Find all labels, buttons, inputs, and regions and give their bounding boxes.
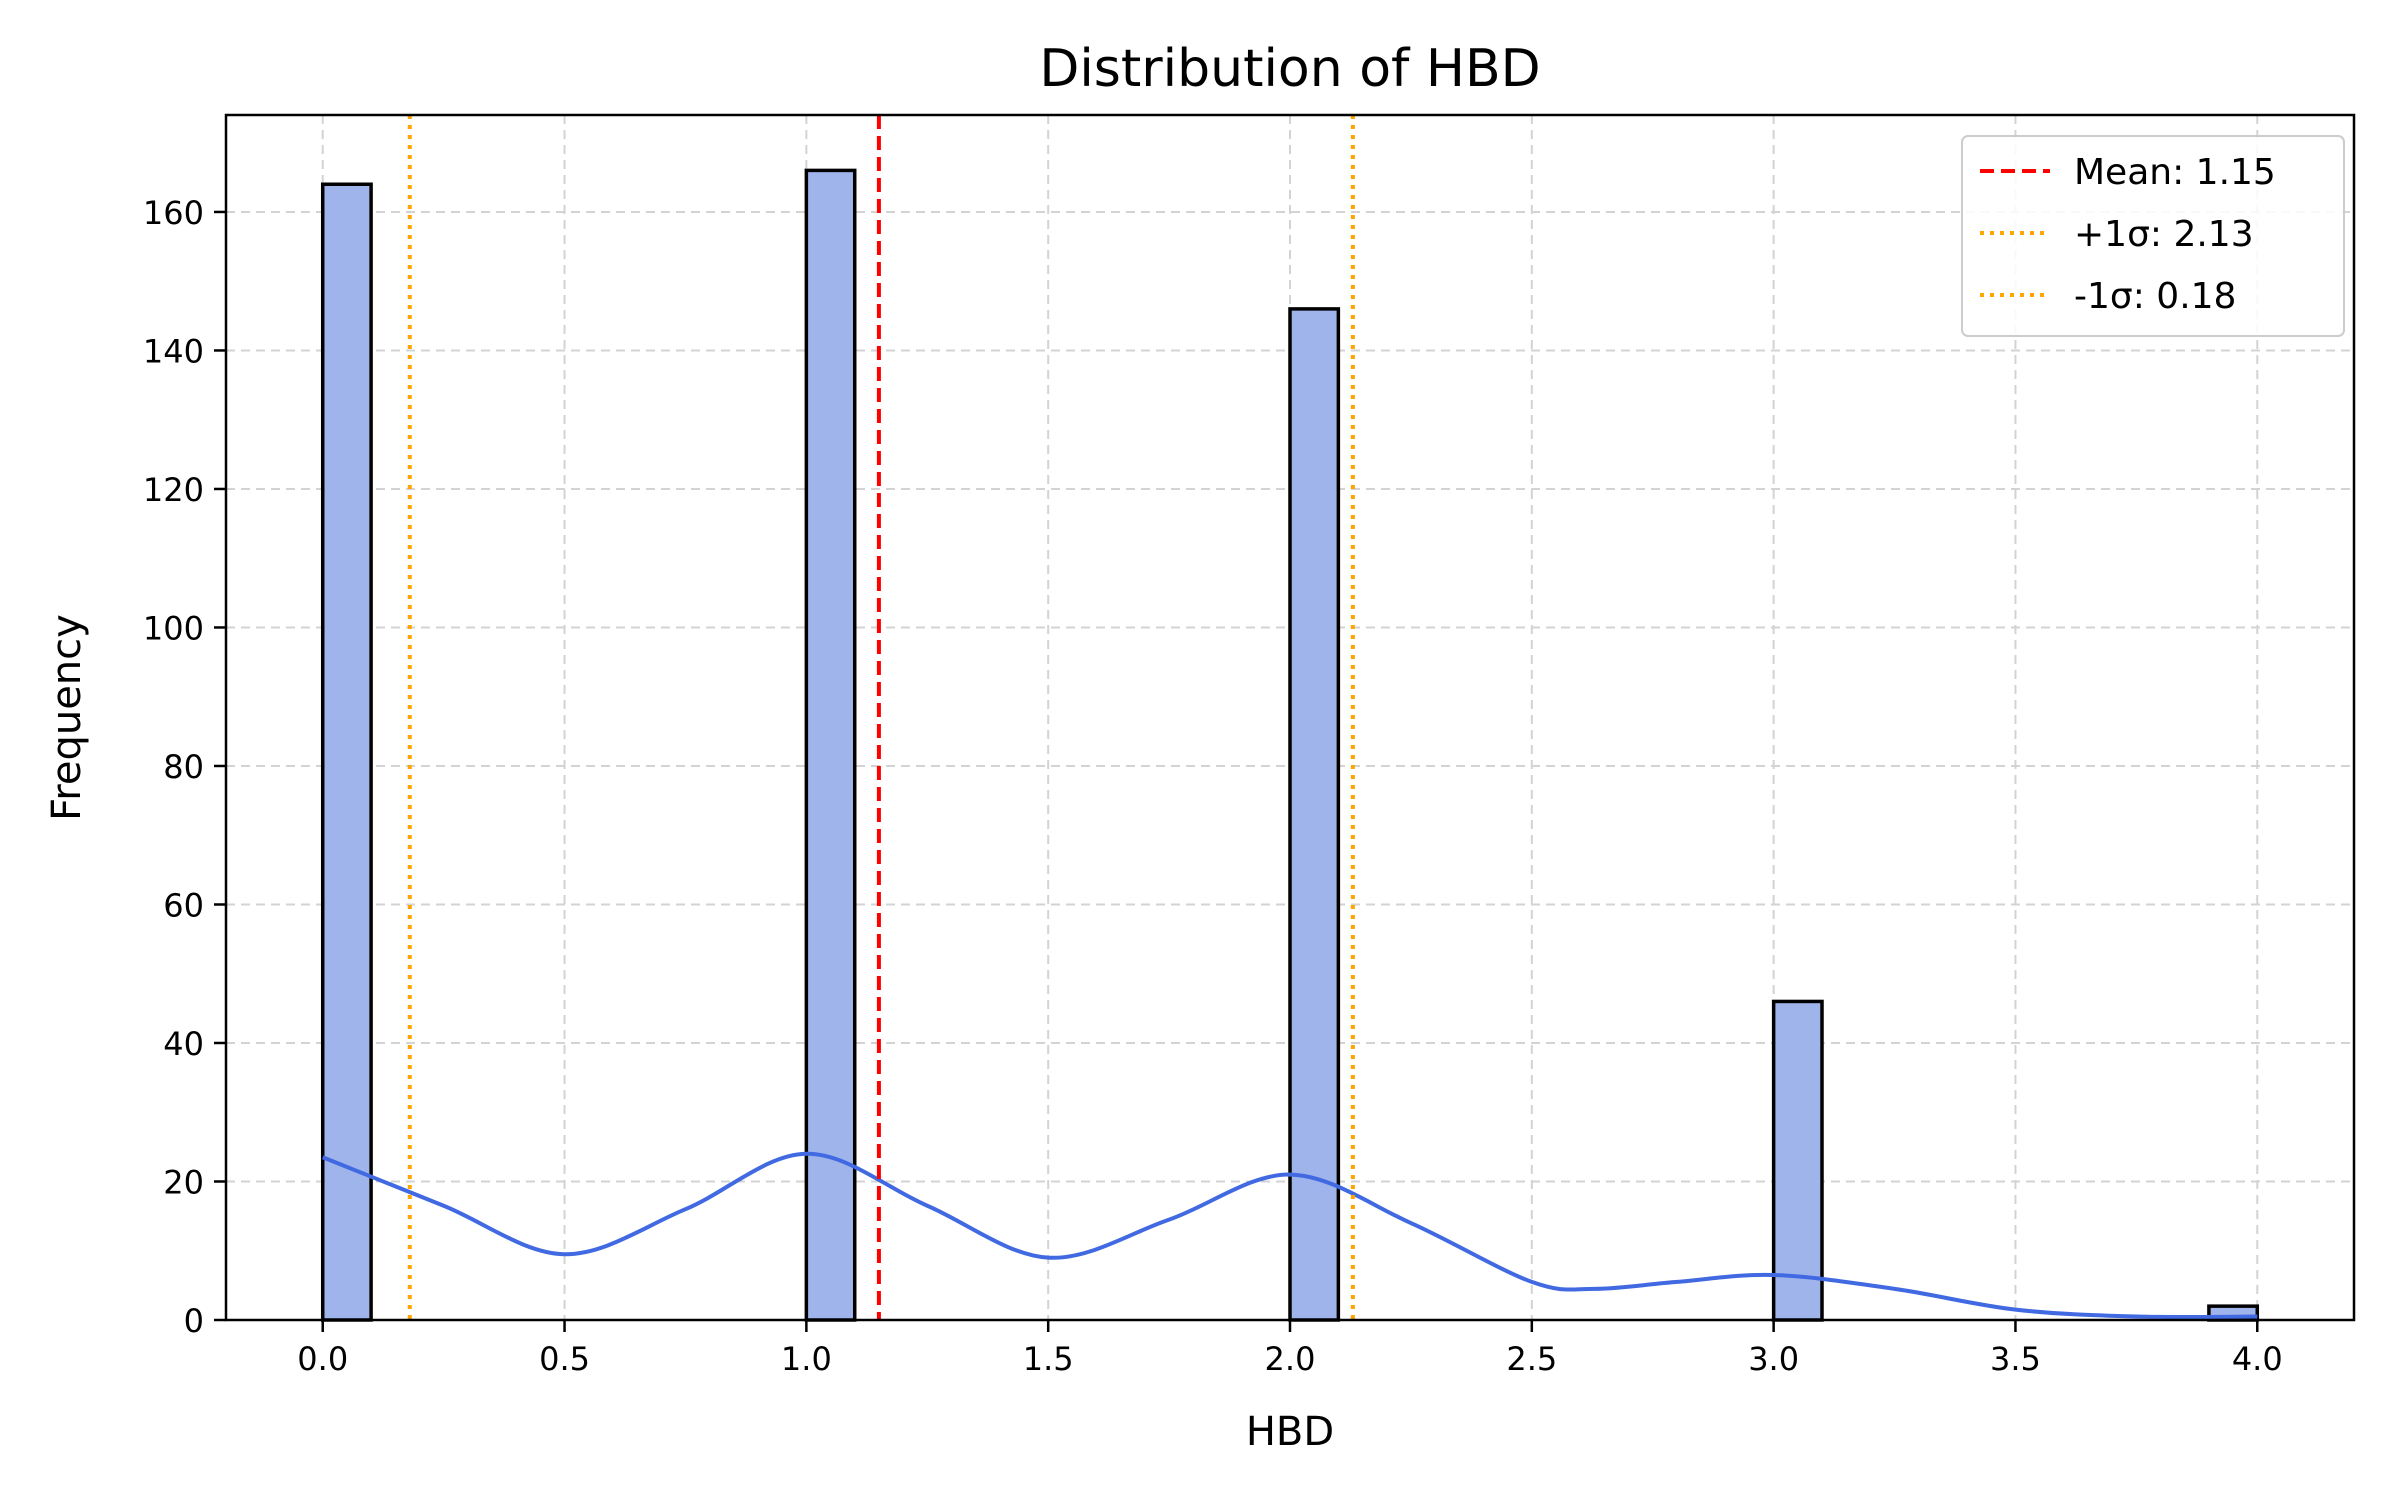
kde-curve-group <box>321 1151 2258 1320</box>
kde-curve <box>321 1151 2258 1320</box>
x-tick-label: 1.0 <box>781 1340 832 1378</box>
y-tick-label: 40 <box>163 1025 204 1063</box>
y-tick-label: 160 <box>143 194 204 232</box>
x-tick-label: 0.5 <box>539 1340 590 1378</box>
y-tick-label: 120 <box>143 471 204 509</box>
y-tick-label: 0 <box>184 1302 204 1340</box>
x-axis-ticks: 0.0 0.5 1.0 1.5 2.0 2.5 3.0 3.5 4.0 <box>297 1320 2283 1378</box>
legend-box <box>1961 135 2345 337</box>
histogram-bar <box>1288 307 1341 1322</box>
chart-title: Distribution of HBD <box>1039 39 1540 99</box>
x-tick-label: 1.5 <box>1023 1340 1074 1378</box>
histogram-bar <box>320 182 373 1322</box>
histogram-bar <box>804 168 857 1322</box>
y-tick-label: 100 <box>143 609 204 647</box>
x-tick-label: 2.0 <box>1265 1340 1316 1378</box>
x-tick-label: 4.0 <box>2232 1340 2283 1378</box>
y-tick-label: 140 <box>143 332 204 370</box>
bars <box>320 168 2260 1322</box>
y-tick-label: 60 <box>163 886 204 924</box>
y-tick-label: 20 <box>163 1163 204 1201</box>
x-tick-label: 0.0 <box>297 1340 348 1378</box>
legend-label: +1σ: 2.13 <box>2074 214 2254 255</box>
y-axis-label: Frequency <box>44 614 90 821</box>
x-axis-label: HBD <box>1246 1409 1334 1455</box>
y-axis-ticks: 0 20 40 60 80 100 120 140 160 <box>143 194 226 1340</box>
legend-label: -1σ: 0.18 <box>2074 276 2236 317</box>
x-tick-label: 3.5 <box>1990 1340 2041 1378</box>
legend: Mean: 1.15 +1σ: 2.13 -1σ: 0.18 <box>1961 135 2345 337</box>
x-tick-label: 3.0 <box>1748 1340 1799 1378</box>
legend-label: Mean: 1.15 <box>2074 152 2276 193</box>
x-tick-label: 2.5 <box>1506 1340 1557 1378</box>
y-tick-label: 80 <box>163 748 204 786</box>
histogram-bar <box>1771 999 1824 1322</box>
reference-lines <box>407 115 1355 1320</box>
